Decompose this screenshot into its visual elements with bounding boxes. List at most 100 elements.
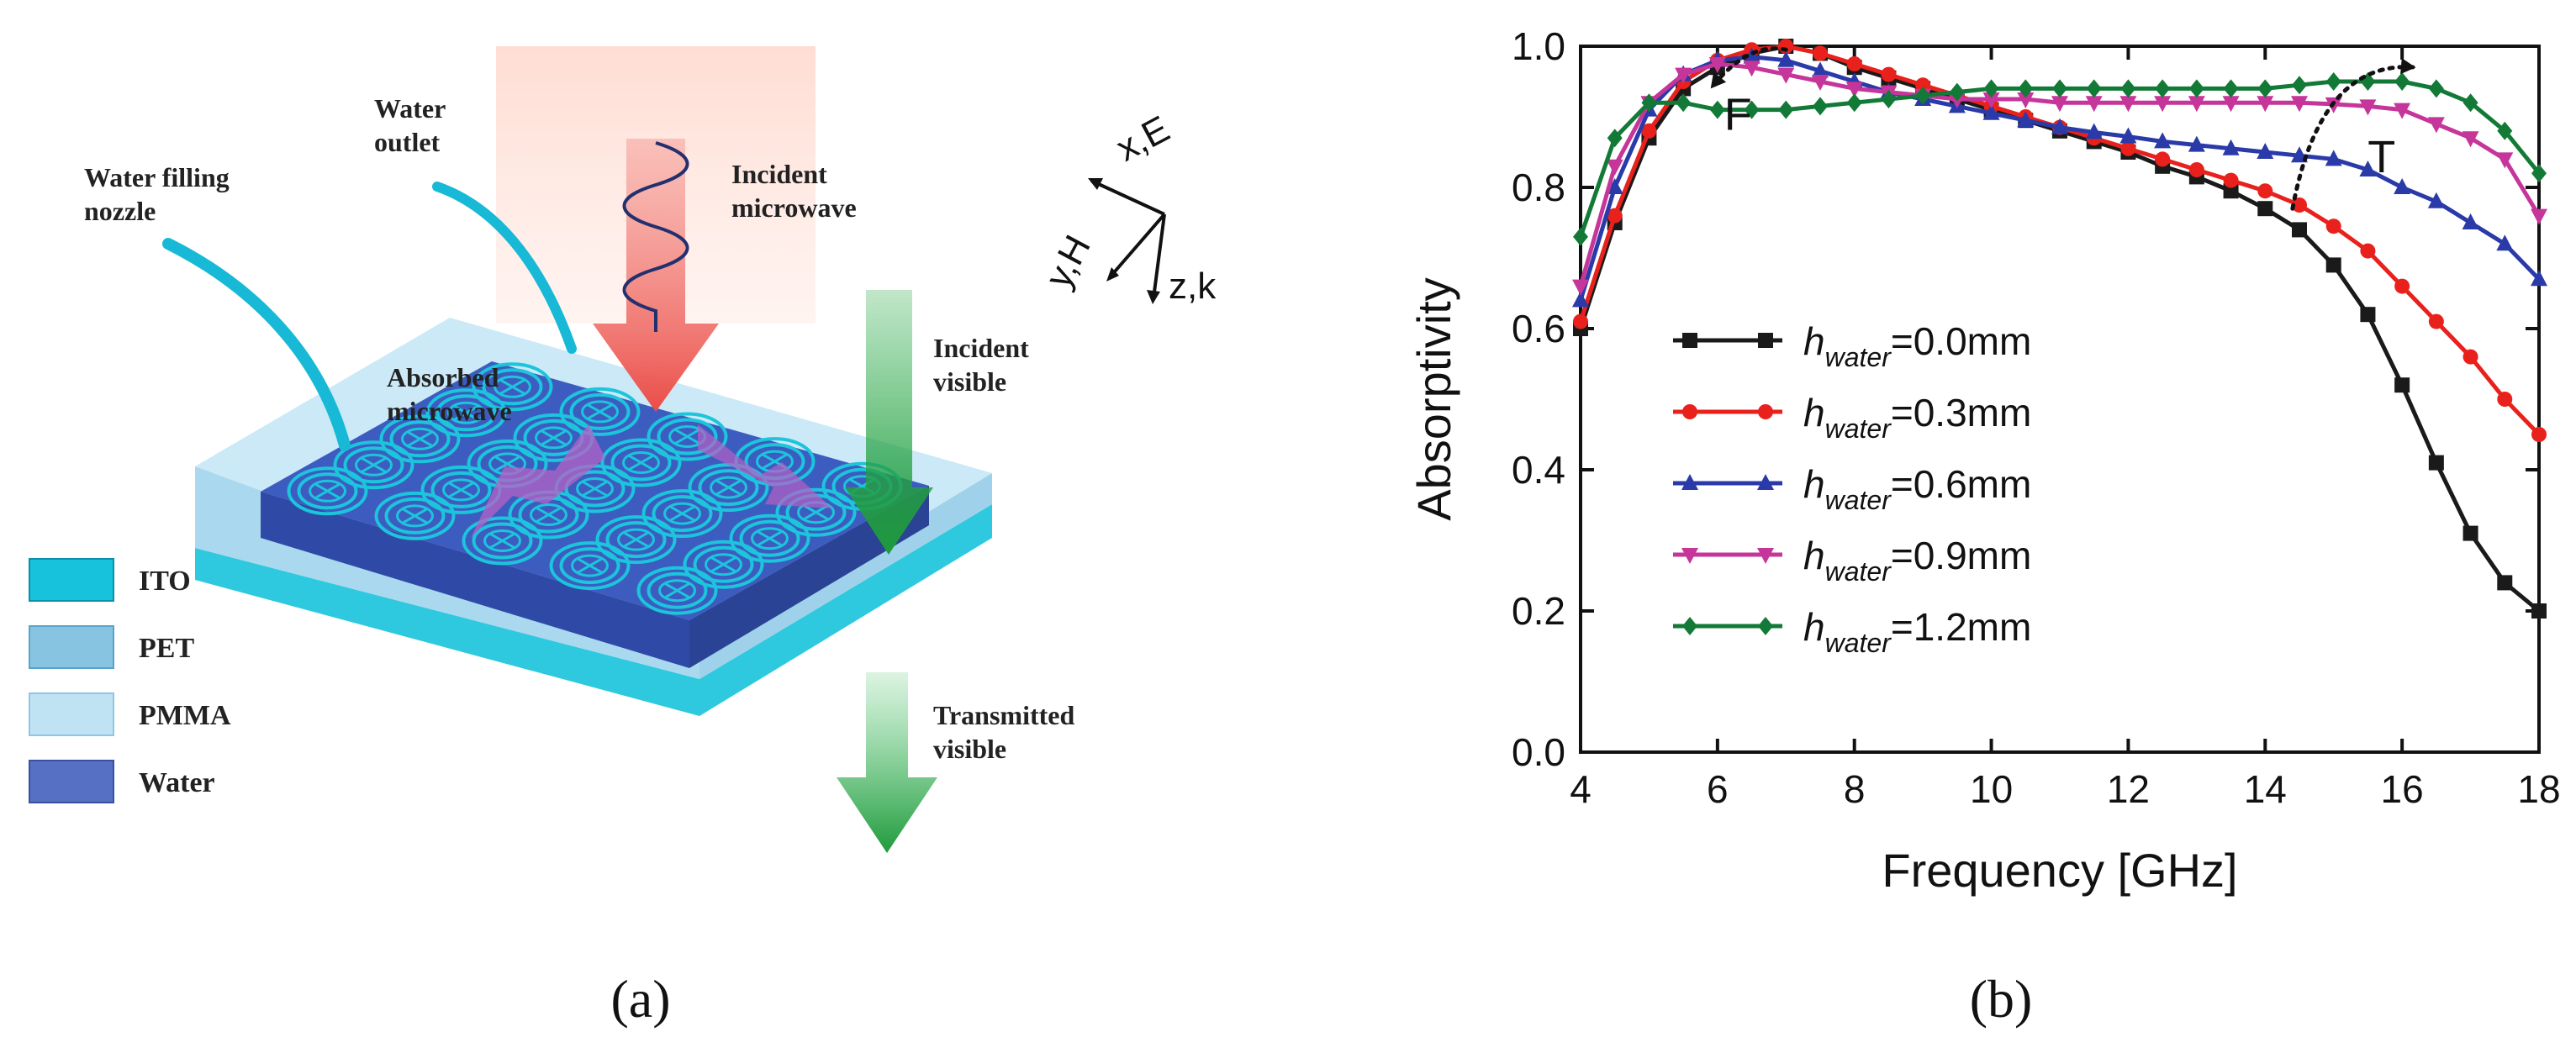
data-point [2257,201,2273,217]
legend-marker [1757,474,1774,490]
data-point [2531,603,2547,619]
water-filling-nozzle [162,238,351,451]
legend-swatch-ito [29,558,114,602]
annotation-f: F [1724,90,1752,140]
data-point [1573,227,1588,246]
y-tick-label: 0.6 [1512,307,1565,350]
data-point [1744,100,1760,119]
data-point [2223,79,2239,98]
data-point [2017,111,2035,128]
data-point [2359,161,2377,176]
data-point [2223,183,2239,199]
y-tick-label: 0.2 [1512,589,1565,633]
legend-label: hwater=0.0mm [1803,319,2031,372]
legend-marker [1758,404,1773,419]
data-point [1846,56,1862,71]
data-point [2531,427,2547,442]
data-point [1845,82,1863,98]
ring-resonator [374,491,456,540]
ito-bottom-layer [195,504,992,716]
data-point [2188,96,2205,113]
legend-entry: hwater=0.6mm [1673,462,2031,515]
dotted-shift-arrow [2290,65,2418,211]
data-point [2360,243,2376,259]
ring-resonator [775,487,857,537]
legend-marker [1681,474,1698,490]
data-point [2360,307,2376,323]
data-point [2394,377,2410,393]
legend-label-ito: ITO [139,566,191,597]
data-point [2120,140,2136,156]
x-tick-label: 14 [2244,767,2287,811]
y-axis-title: Absorptivity [1407,277,1460,520]
data-point [1949,82,1965,102]
data-point [2427,192,2445,208]
data-point [1915,86,1931,105]
series-4 [1573,72,2547,246]
data-point [2463,525,2478,541]
data-point [1641,123,1657,139]
data-point [2360,72,2376,91]
data-point [1846,93,1862,113]
data-point [2428,79,2444,98]
legend-label-pmma: PMMA [139,700,231,731]
data-point [2428,455,2444,471]
ring-resonator [559,387,641,436]
ring-resonator [641,489,723,539]
ring-resonator [472,362,553,412]
data-point [2051,96,2068,113]
data-point [2463,349,2478,365]
data-point [1607,129,1623,148]
label-water-filling-nozzle-line2: nozzle [84,196,156,226]
data-point [2222,96,2240,113]
data-point [1982,92,2000,108]
data-point [1675,67,1692,84]
data-point [2462,131,2479,148]
ring-resonator [683,540,764,589]
legend-label: hwater=0.6mm [1803,462,2031,515]
label-incident-visible-line1: Incident [933,333,1029,363]
x-tick-label: 16 [2381,767,2424,811]
data-point [2017,92,2035,108]
water-right-face [689,486,929,668]
legend-swatch-pmma [29,692,114,736]
x-tick-label: 6 [1707,767,1729,811]
data-point [2154,96,2172,113]
panel-b: 4 6 8 10 12 14 16 180.00.20.40.60.81.0 FT hwate… [1407,24,2561,1029]
data-point [1915,77,1931,93]
panel-a-caption: (a) [610,969,670,1029]
transmitted-visible-arrow [837,672,937,853]
ring-resonator [379,414,461,464]
data-point [2257,183,2273,199]
annotation-t: T [2367,132,2395,182]
y-tick-label: 0.4 [1512,448,1565,492]
data-point [2051,118,2068,134]
data-point [2497,121,2513,140]
data-point [1708,57,1726,73]
data-point [1641,93,1657,113]
data-point [1606,159,1623,176]
x-tick-label: 8 [1844,767,1866,811]
legend-entry: hwater=1.2mm [1673,605,2031,658]
axis-label-z-k: z,k [1169,266,1217,307]
chart-annotations: FT [1708,46,2418,211]
ring-resonator [600,438,682,487]
data-point [2188,135,2205,152]
data-point [2531,208,2547,225]
legend-entry: hwater=0.3mm [1673,391,2031,444]
material-legend: ITO PET PMMA Water [29,558,231,803]
series-3 [1572,57,2547,296]
data-point [1607,208,1623,224]
data-point [2325,150,2342,166]
data-point [1572,291,1589,308]
x-tick-label: 4 [1570,767,1592,811]
data-point [2497,575,2513,591]
panel-a: x,E y,H z,k Water filling nozzle Water o… [29,46,1217,1029]
chart-legend: hwater=0.0mm hwater=0.3mm hwater=0.6mm hwat… [1673,319,2031,658]
legend-label-water: Water [139,767,215,798]
axis-label-y-h: y,H [1037,229,1099,294]
data-point [2222,139,2240,155]
data-point [2154,132,2172,149]
ito-ring-array [287,362,903,615]
